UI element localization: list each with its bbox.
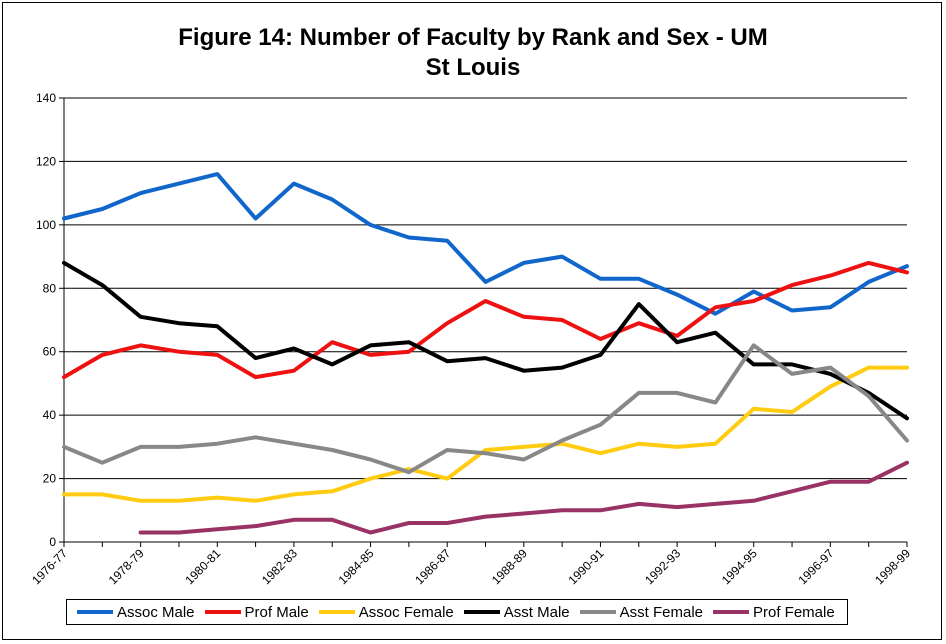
- ytick-label-20: 20: [43, 472, 57, 486]
- chart-title-line2: St Louis: [425, 54, 521, 81]
- series-line-prof-male: [62, 260, 909, 380]
- legend-label-asst-male: Asst Male: [503, 603, 570, 621]
- ytick-label-80: 80: [43, 281, 57, 295]
- xtick-label-1990-91: 1990-91: [566, 546, 607, 587]
- legend-item-prof-male: Prof Male: [204, 603, 309, 621]
- legend-item-prof-female: Prof Female: [713, 604, 835, 621]
- series-line-assoc-female: [62, 365, 909, 503]
- legend-swatch-assoc-male: [77, 610, 113, 614]
- chart-title-line1: Figure 14: Number of Faculty by Rank and…: [178, 24, 768, 51]
- xtick-label-1986-87: 1986-87: [412, 546, 453, 587]
- series-line-assoc-male: [62, 172, 909, 316]
- series-line-asst-male: [62, 260, 909, 421]
- ytick-label-140: 140: [36, 91, 56, 105]
- xtick-label-1984-85: 1984-85: [336, 546, 377, 587]
- ytick-label-120: 120: [36, 154, 56, 168]
- xtick-label-1994-95: 1994-95: [719, 546, 760, 587]
- xtick-label-1976-77: 1976-77: [29, 546, 70, 587]
- legend-swatch-prof-female: [713, 610, 749, 614]
- legend-swatch-assoc-female: [318, 610, 355, 614]
- legend-swatch-prof-male: [204, 610, 241, 614]
- xtick-label-1978-79: 1978-79: [106, 546, 147, 587]
- chart-legend: Assoc Male Prof Male Assoc Female Asst Male…: [66, 599, 848, 625]
- ytick-label-0: 0: [49, 535, 56, 549]
- legend-item-asst-female: Asst Female: [579, 603, 703, 621]
- legend-label-asst-female: Asst Female: [619, 603, 703, 621]
- xtick-label-1992-93: 1992-93: [642, 546, 683, 587]
- legend-label-assoc-male: Assoc Male: [117, 603, 195, 621]
- xtick-label-1998-99: 1998-99: [872, 546, 913, 587]
- legend-item-asst-male: Asst Male: [463, 603, 570, 621]
- chart-title: Figure 14: Number of Faculty by Rank and…: [3, 23, 943, 83]
- legend-swatch-asst-female: [579, 610, 616, 614]
- series-line-prof-female: [138, 460, 909, 535]
- ytick-label-40: 40: [43, 408, 57, 422]
- legend-label-prof-male: Prof Male: [244, 603, 309, 621]
- xtick-label-1980-81: 1980-81: [182, 546, 223, 587]
- legend-item-assoc-male: Assoc Male: [77, 604, 195, 621]
- xtick-label-1982-83: 1982-83: [259, 546, 300, 587]
- legend-label-prof-female: Prof Female: [753, 603, 835, 621]
- ytick-label-60: 60: [43, 345, 57, 359]
- legend-item-assoc-female: Assoc Female: [318, 603, 454, 621]
- xtick-label-1988-89: 1988-89: [489, 546, 530, 587]
- ytick-label-100: 100: [36, 218, 56, 232]
- series-line-asst-female: [62, 343, 909, 475]
- legend-swatch-asst-male: [463, 610, 500, 614]
- legend-label-assoc-female: Assoc Female: [358, 603, 454, 621]
- xtick-label-1996-97: 1996-97: [795, 546, 836, 587]
